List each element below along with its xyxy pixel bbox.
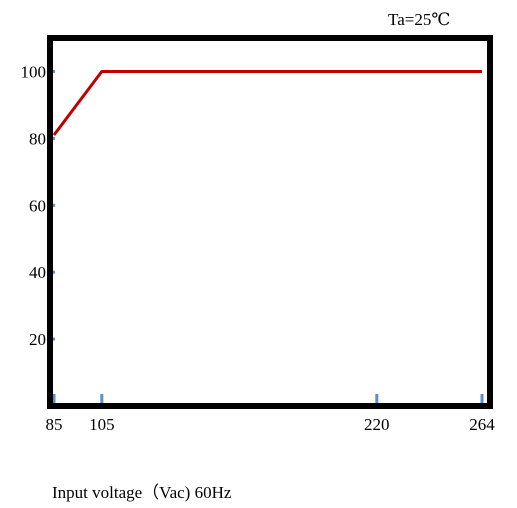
y-tick-label: 60	[29, 196, 46, 215]
x-axis-ticks: 85 105 220 264	[46, 394, 495, 434]
plot-frame	[47, 35, 493, 409]
y-tick-label: 100	[21, 62, 47, 81]
y-tick-label: 20	[29, 330, 46, 349]
y-tick-label: 40	[29, 263, 46, 282]
x-tick-label: 220	[364, 415, 390, 434]
ambient-temperature-annotation: Ta=25℃	[388, 10, 450, 29]
x-axis-label: Input voltage（Vac) 60Hz	[52, 483, 232, 502]
x-tick-label: 105	[89, 415, 115, 434]
y-tick-label: 80	[29, 129, 46, 148]
x-tick-label: 85	[46, 415, 63, 434]
x-tick-label: 264	[469, 415, 495, 434]
series-line	[52, 70, 482, 136]
